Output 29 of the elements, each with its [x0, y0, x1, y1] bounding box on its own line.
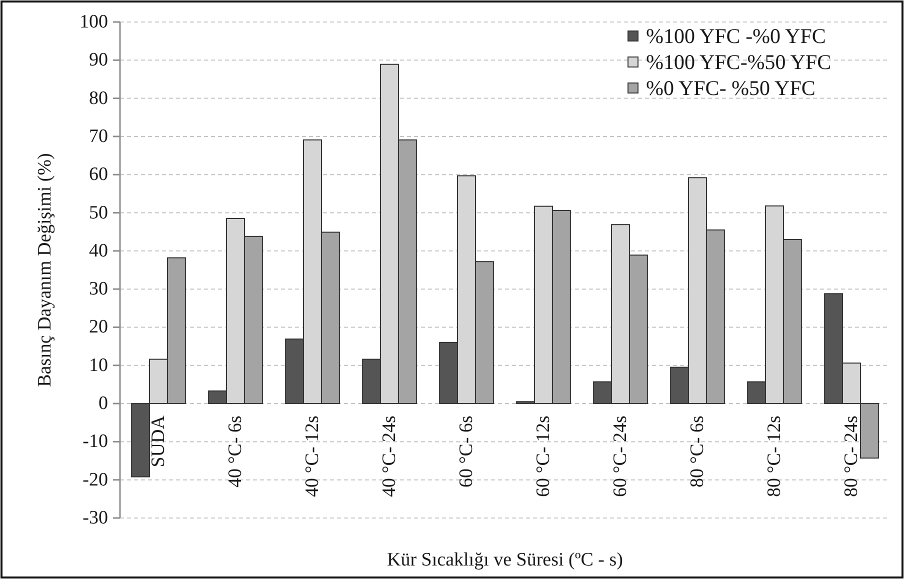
y-tick-label: 20 — [89, 316, 108, 338]
y-tick-label: -30 — [82, 508, 108, 528]
y-tick-label: 100 — [80, 12, 108, 32]
y-tick-label: -20 — [82, 469, 108, 490]
x-tick-label: 80 °C- 24s — [841, 416, 862, 498]
y-axis-title: Basınç Dayanım Değişimi (%) — [34, 153, 56, 387]
y-tick-label: 90 — [89, 50, 108, 71]
y-tick-label: -10 — [82, 431, 108, 452]
x-axis-title: Kür Sıcaklığı ve Süresi (ºC - s) — [387, 550, 623, 570]
y-tick-label: 0 — [98, 393, 108, 414]
y-tick-label: 70 — [89, 126, 108, 147]
x-tick-label: SUDA — [148, 415, 169, 468]
legend-label: %0 YFC- %50 YFC — [646, 76, 816, 100]
y-tick-label: 60 — [89, 164, 108, 186]
x-tick-label: 40 °C- 6s — [225, 416, 246, 488]
x-tick-label: 60 °C- 12s — [533, 416, 554, 498]
x-tick-label: 60 °C- 24s — [610, 416, 631, 498]
x-tick-label: 40 °C- 12s — [302, 416, 323, 498]
y-tick-label: 10 — [89, 354, 108, 376]
y-tick-label: 80 — [89, 88, 108, 109]
x-tick-label: 60 °C- 6s — [456, 416, 477, 488]
x-tick-label: 40 °C- 24s — [379, 416, 400, 498]
x-tick-label: 80 °C- 6s — [687, 416, 708, 488]
y-tick-label: 50 — [89, 202, 108, 224]
legend-label: %100 YFC -%0 YFC — [646, 24, 826, 48]
x-tick-label: 80 °C- 12s — [764, 416, 785, 498]
legend-label: %100 YFC-%50 YFC — [646, 50, 832, 74]
y-tick-label: 40 — [89, 240, 108, 262]
y-tick-label: 30 — [89, 278, 108, 300]
